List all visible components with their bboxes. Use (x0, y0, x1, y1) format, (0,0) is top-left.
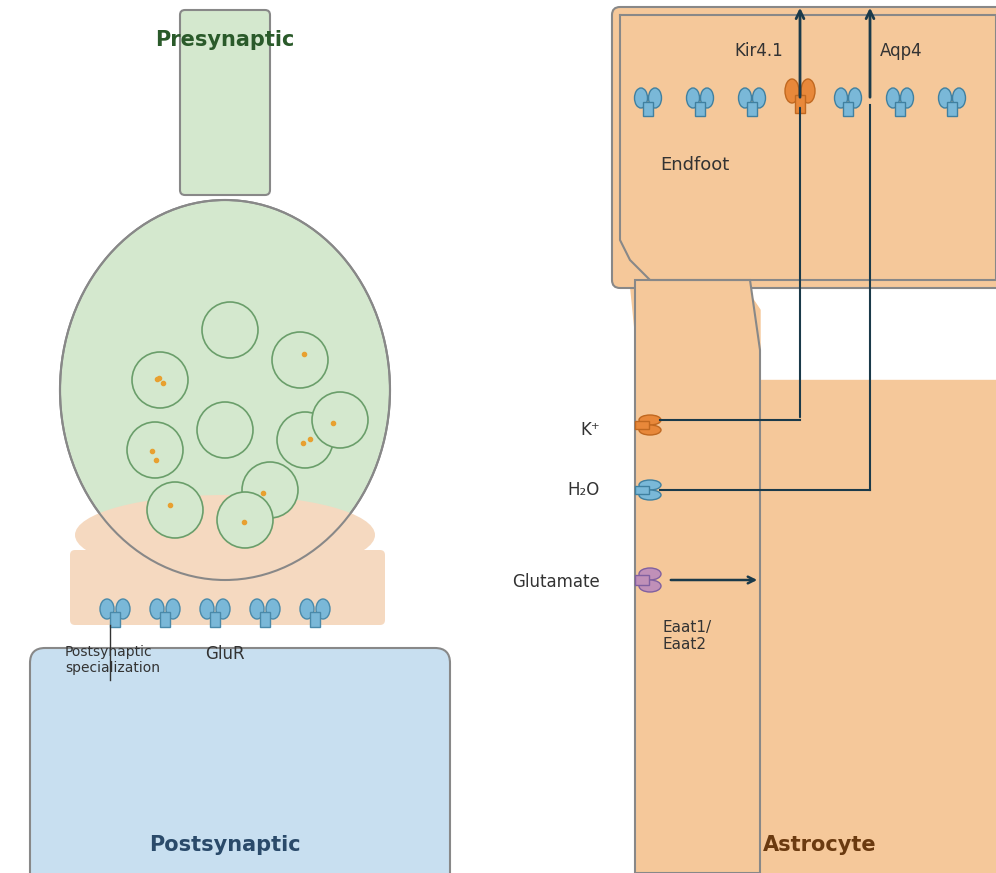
Bar (635, 421, 649, 429)
Circle shape (202, 302, 258, 358)
Text: K⁺: K⁺ (581, 421, 600, 439)
Circle shape (127, 422, 183, 478)
Ellipse shape (266, 599, 280, 619)
Text: Endfoot: Endfoot (660, 156, 729, 174)
Ellipse shape (100, 599, 114, 619)
Text: Presynaptic: Presynaptic (155, 30, 295, 50)
Ellipse shape (938, 88, 951, 108)
FancyBboxPatch shape (70, 550, 385, 625)
Ellipse shape (150, 599, 164, 619)
Circle shape (272, 332, 328, 388)
FancyBboxPatch shape (180, 10, 270, 195)
Ellipse shape (648, 88, 661, 108)
Circle shape (147, 482, 203, 538)
Ellipse shape (686, 88, 699, 108)
Bar (210, 612, 220, 627)
Bar (635, 575, 649, 585)
Text: Eaat1/
Eaat2: Eaat1/ Eaat2 (662, 620, 711, 652)
Bar (643, 102, 653, 116)
Bar (160, 612, 170, 627)
Ellipse shape (639, 425, 661, 435)
Ellipse shape (952, 88, 965, 108)
Bar (110, 612, 120, 627)
Ellipse shape (116, 599, 130, 619)
Ellipse shape (639, 415, 661, 425)
Bar (747, 102, 757, 116)
Ellipse shape (700, 88, 713, 108)
Polygon shape (620, 15, 996, 280)
Polygon shape (635, 280, 760, 873)
Polygon shape (640, 380, 996, 873)
Ellipse shape (75, 495, 375, 575)
Bar (635, 486, 649, 494)
Ellipse shape (785, 79, 799, 103)
FancyBboxPatch shape (612, 7, 996, 288)
Ellipse shape (300, 599, 314, 619)
Text: Postsynaptic: Postsynaptic (149, 835, 301, 855)
Text: Aqp4: Aqp4 (880, 42, 922, 60)
Bar (260, 612, 270, 627)
Circle shape (132, 352, 188, 408)
Bar (843, 102, 853, 116)
Text: Kir4.1: Kir4.1 (734, 42, 783, 60)
Ellipse shape (753, 88, 766, 108)
Ellipse shape (60, 200, 390, 580)
Ellipse shape (639, 480, 661, 490)
Text: Glutamate: Glutamate (512, 573, 600, 591)
Bar (310, 612, 320, 627)
Ellipse shape (639, 568, 661, 580)
Bar (695, 102, 705, 116)
Circle shape (312, 392, 368, 448)
Ellipse shape (200, 599, 214, 619)
Ellipse shape (639, 490, 661, 500)
Bar (895, 102, 905, 116)
Circle shape (277, 412, 333, 468)
Text: Astrocyte: Astrocyte (763, 835, 876, 855)
Ellipse shape (250, 599, 264, 619)
Ellipse shape (835, 88, 848, 108)
Polygon shape (630, 280, 760, 380)
Circle shape (217, 492, 273, 548)
FancyBboxPatch shape (30, 648, 450, 873)
Text: H₂O: H₂O (568, 481, 600, 499)
Bar (947, 102, 957, 116)
Ellipse shape (900, 88, 913, 108)
Ellipse shape (316, 599, 330, 619)
Circle shape (197, 402, 253, 458)
Text: Postsynaptic
specialization: Postsynaptic specialization (65, 645, 160, 675)
Bar (795, 95, 805, 113)
Ellipse shape (639, 580, 661, 592)
Ellipse shape (738, 88, 752, 108)
Ellipse shape (886, 88, 899, 108)
Ellipse shape (216, 599, 230, 619)
Circle shape (242, 462, 298, 518)
Text: GluR: GluR (205, 645, 245, 663)
Ellipse shape (801, 79, 815, 103)
Ellipse shape (166, 599, 180, 619)
Ellipse shape (849, 88, 862, 108)
Ellipse shape (634, 88, 647, 108)
